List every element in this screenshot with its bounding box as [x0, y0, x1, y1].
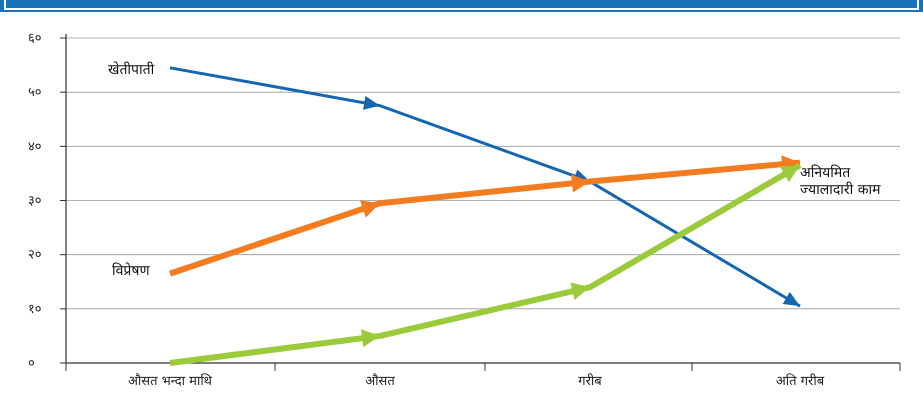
series-arrowhead [571, 174, 590, 193]
series-arrowhead [360, 200, 380, 218]
series-arrowhead [779, 165, 800, 183]
y-axis-ticks: ० १० २० ३० ४० ५० ६० [28, 31, 66, 371]
y-tick-label: २० [28, 248, 42, 263]
series-arrowhead [782, 291, 800, 307]
series-line [169, 66, 801, 308]
series-label-irregular-wage-work: अनियमित [800, 164, 851, 181]
x-tick-label: औसत भन्दा माथि [128, 373, 213, 389]
x-tick-label: अति गरीब [776, 373, 825, 389]
series-labels: खेतीपाती विप्रेषण अनियमितज्यालादारी काम [108, 61, 881, 279]
series-arrowhead [363, 95, 380, 110]
y-tick-label: ० [28, 356, 35, 371]
x-tick-label: गरीब [578, 373, 602, 389]
y-tick-label: १० [28, 302, 42, 317]
y-tick-label: ५० [28, 85, 42, 100]
series-label-remittance: विप्रेषण [112, 262, 150, 279]
grid-lines [66, 37, 900, 310]
axes [65, 34, 900, 364]
series-line [169, 162, 802, 366]
series-arrowhead [570, 282, 590, 301]
series-label-irregular-wage-work: ज्यालादारी काम [800, 181, 881, 198]
series-lines [169, 66, 802, 366]
series-line [169, 159, 801, 277]
series-arrowhead [360, 329, 380, 348]
series-label-farming: खेतीपाती [108, 61, 155, 78]
y-tick-label: ३० [28, 194, 42, 209]
x-tick-label: औसत [365, 373, 395, 389]
y-tick-label: ६० [28, 31, 42, 46]
x-axis-ticks: औसत भन्दा माथि औसत गरीब अति गरीब [65, 363, 901, 389]
header-bar-border [4, 0, 919, 10]
header-bar [0, 0, 923, 12]
y-tick-label: ४० [28, 139, 42, 154]
